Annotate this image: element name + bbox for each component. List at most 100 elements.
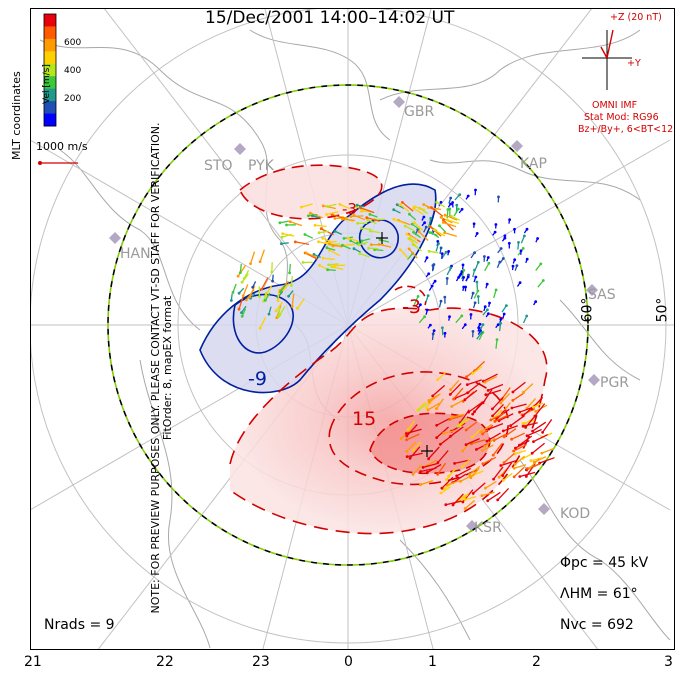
velocity-vector xyxy=(418,231,429,241)
contour-label-neg3: -3 xyxy=(402,296,421,318)
velocity-vector xyxy=(525,414,537,428)
velocity-vector xyxy=(443,429,456,434)
velocity-vector xyxy=(459,417,470,427)
velocity-vector-origin xyxy=(525,434,529,438)
velocity-vector-origin xyxy=(451,503,455,507)
velocity-vector-origin xyxy=(443,331,447,335)
velocity-vector xyxy=(275,301,284,312)
velocity-vector-origin xyxy=(472,222,476,226)
velocity-vector-origin xyxy=(443,213,447,217)
velocity-vector-origin xyxy=(277,315,281,318)
velocity-vector-origin xyxy=(519,249,523,253)
velocity-vector xyxy=(237,264,247,277)
velocity-vector-origin xyxy=(502,435,506,439)
velocity-vector-origin xyxy=(436,378,440,382)
velocity-vector xyxy=(432,384,446,397)
velocity-vector xyxy=(526,397,537,409)
velocity-vector xyxy=(484,262,490,272)
velocity-vector xyxy=(465,496,477,501)
velocity-vector-origin xyxy=(276,299,280,303)
velocity-vector xyxy=(412,464,423,475)
radar-label-kap: KAP xyxy=(520,156,547,172)
velocity-vector-origin xyxy=(503,234,507,238)
velocity-vector-origin xyxy=(435,423,439,427)
velocity-vector-origin xyxy=(460,314,464,318)
velocity-vector xyxy=(474,399,486,413)
velocity-vector-origin xyxy=(328,248,331,252)
velocity-vector-origin xyxy=(346,236,350,240)
velocity-vector xyxy=(288,263,291,273)
mlt-label-3: 3 xyxy=(664,654,673,670)
velocity-vector-origin xyxy=(511,264,515,268)
velocity-vector xyxy=(537,280,544,288)
velocity-vector-origin xyxy=(491,407,494,411)
velocity-vector-origin xyxy=(407,247,411,251)
velocity-vector-origin xyxy=(469,313,473,316)
velocity-vector-origin xyxy=(368,213,372,216)
velocity-vector-origin xyxy=(443,231,447,235)
velocity-vector xyxy=(440,486,451,494)
velocity-vector-origin xyxy=(494,223,498,226)
velocity-vector-origin xyxy=(411,243,415,247)
velocity-vector xyxy=(484,376,498,383)
velocity-vector xyxy=(458,494,469,502)
velocity-vector xyxy=(468,402,482,413)
velocity-vector-origin xyxy=(317,240,320,244)
velocity-vector-origin xyxy=(341,217,344,221)
velocity-vector xyxy=(435,398,444,410)
velocity-vector-origin xyxy=(427,457,430,461)
velocity-vector xyxy=(437,462,447,475)
velocity-vector xyxy=(331,265,344,271)
velocity-vector-origin xyxy=(321,204,325,208)
velocity-vector xyxy=(428,446,440,460)
velocity-vector-origin xyxy=(317,231,321,235)
velocity-vector xyxy=(279,220,289,224)
velocity-vector-origin xyxy=(258,260,262,263)
velocity-vector-origin xyxy=(352,247,356,251)
velocity-vector-origin xyxy=(318,264,321,267)
velocity-vector xyxy=(519,435,533,446)
imf-line-1: OMNI IMF xyxy=(592,100,638,111)
velocity-vector xyxy=(512,392,525,401)
velocity-vector-origin xyxy=(438,224,441,228)
map-title: 15/Dec/2001 14:00–14:02 UT xyxy=(205,8,455,28)
velocity-vector-origin xyxy=(425,308,429,312)
velocity-vector-origin xyxy=(240,280,244,284)
velocity-vector xyxy=(281,283,290,292)
velocity-vector xyxy=(448,467,457,477)
velocity-vector-origin xyxy=(471,291,475,295)
velocity-vector-origin xyxy=(267,312,271,316)
velocity-vector-origin xyxy=(427,399,431,402)
velocity-vector-origin xyxy=(378,238,382,242)
velocity-vector xyxy=(471,439,486,445)
velocity-vector xyxy=(358,241,369,246)
velocity-vector xyxy=(325,240,337,244)
velocity-vector xyxy=(465,438,480,446)
velocity-vector xyxy=(471,428,482,438)
velocity-vector-origin xyxy=(240,314,244,318)
velocity-vector-origin xyxy=(281,232,285,236)
contour-label-neg3-upper: -3 xyxy=(342,200,357,218)
velocity-vector xyxy=(265,285,273,297)
velocity-vector xyxy=(232,283,237,293)
velocity-vector xyxy=(443,221,457,228)
velocity-vector-origin xyxy=(493,230,497,234)
velocity-vector xyxy=(532,421,547,432)
velocity-vector xyxy=(534,403,546,417)
velocity-vector-origin xyxy=(357,243,361,247)
velocity-vector xyxy=(434,229,446,237)
velocity-vector-origin xyxy=(325,246,329,250)
velocity-vector-origin xyxy=(290,305,294,308)
velocity-vector xyxy=(444,232,457,238)
velocity-vector xyxy=(503,453,515,464)
velocity-vector-origin xyxy=(293,240,297,244)
velocity-vector-origin xyxy=(301,261,305,264)
velocity-vector-origin xyxy=(474,275,478,279)
velocity-vector-origin xyxy=(248,295,252,299)
mlt-label-1: 1 xyxy=(428,654,437,670)
velocity-vector xyxy=(279,284,287,293)
velocity-vector-origin xyxy=(328,242,331,246)
velocity-vector xyxy=(454,391,470,399)
velocity-vector xyxy=(510,416,524,427)
velocity-vector-origin xyxy=(491,453,495,457)
